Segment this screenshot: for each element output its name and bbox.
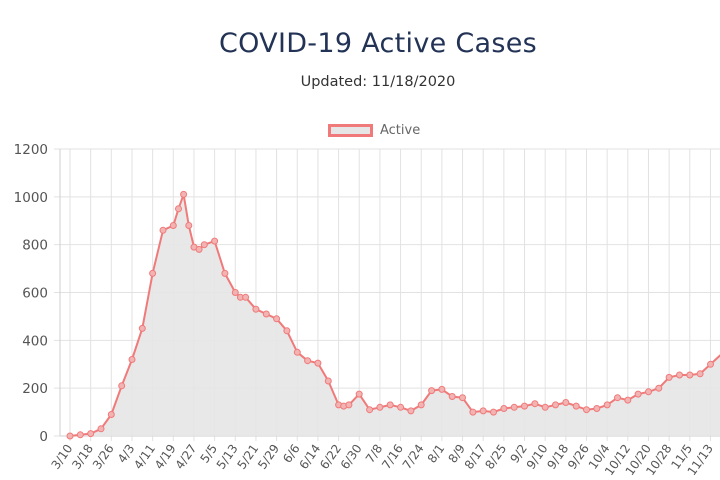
y-tick-label: 600	[22, 286, 48, 302]
data-point	[386, 401, 394, 409]
x-tick-label: 4/19	[152, 442, 179, 472]
x-tick-label: 4/27	[172, 442, 199, 472]
data-point	[438, 385, 446, 393]
data-point	[283, 327, 291, 335]
data-point	[180, 190, 188, 198]
x-tick-label: 4/11	[131, 442, 158, 472]
data-point	[459, 394, 466, 402]
data-point	[324, 377, 332, 385]
y-tick-label: 800	[22, 238, 48, 254]
x-tick-label: 9/26	[565, 442, 592, 472]
data-point	[97, 425, 105, 433]
y-tick-label: 200	[22, 381, 48, 397]
data-point	[665, 373, 673, 381]
data-point	[417, 401, 425, 409]
data-point	[686, 371, 694, 379]
data-point	[262, 310, 270, 318]
data-point	[149, 269, 157, 277]
data-point	[490, 408, 497, 416]
legend-label: Active	[380, 122, 421, 138]
x-tick-label: 9/18	[544, 442, 571, 472]
x-tick-label: 8/25	[482, 442, 509, 472]
data-point	[448, 393, 456, 400]
chart-subtitle: Updated: 11/18/2020	[300, 74, 456, 90]
data-point	[593, 405, 601, 412]
x-tick-label: 6/14	[296, 442, 323, 472]
x-tick-label: 5/13	[214, 442, 241, 472]
data-point	[185, 222, 193, 229]
x-tick-label: 7/16	[379, 442, 406, 472]
data-point	[314, 359, 322, 367]
data-point	[293, 348, 301, 356]
data-point	[138, 324, 146, 332]
data-point	[479, 407, 487, 415]
chart-title: COVID-19 Active Cases	[218, 28, 538, 59]
data-point	[169, 222, 177, 229]
data-point	[541, 403, 549, 411]
data-point	[562, 399, 570, 406]
y-tick-label: 1200	[14, 142, 48, 158]
x-tick-label: 3/10	[49, 442, 76, 472]
x-tick-label: 3/18	[69, 442, 96, 472]
data-point	[572, 402, 580, 410]
data-point	[175, 205, 182, 213]
data-point	[645, 388, 652, 396]
x-tick-label: 5/29	[255, 442, 282, 472]
data-point	[159, 226, 167, 234]
data-point	[273, 315, 281, 323]
data-point	[128, 356, 136, 363]
series-area	[70, 194, 720, 436]
data-point	[195, 245, 203, 253]
data-point	[583, 406, 590, 414]
x-tick-label: 8/17	[462, 442, 489, 472]
data-point	[531, 400, 539, 408]
x-tick-label: 7/24	[400, 442, 427, 472]
data-point	[521, 402, 528, 410]
data-point	[242, 293, 250, 301]
data-point	[614, 394, 621, 402]
data-point	[500, 405, 508, 412]
x-tick-label: 6/22	[317, 442, 344, 472]
data-point	[118, 382, 126, 390]
x-tick-label: 9/10	[524, 442, 551, 472]
data-point	[304, 357, 312, 365]
data-point	[345, 401, 353, 409]
data-point	[366, 406, 374, 414]
data-point	[552, 401, 559, 409]
legend[interactable]: Active	[328, 121, 420, 139]
data-point	[707, 360, 714, 368]
data-point	[696, 370, 704, 378]
data-point	[221, 269, 229, 277]
data-point	[676, 371, 683, 379]
data-point	[397, 403, 405, 411]
data-point	[603, 401, 611, 409]
data-point	[252, 305, 260, 313]
x-tick-label: 8/1	[425, 442, 448, 466]
data-point	[355, 390, 363, 398]
data-point	[200, 241, 208, 249]
data-point	[231, 289, 239, 296]
data-point	[469, 408, 477, 416]
x-tick-label: 3/26	[90, 442, 117, 472]
data-point	[407, 407, 415, 415]
data-point	[87, 430, 95, 438]
x-tick-label: 5/21	[234, 442, 261, 472]
y-tick-label: 0	[39, 429, 48, 445]
data-point	[624, 396, 632, 404]
y-tick-label: 1000	[14, 190, 48, 206]
data-point	[655, 384, 663, 392]
y-tick-label: 400	[22, 333, 48, 349]
data-point	[76, 431, 84, 439]
data-point	[107, 411, 115, 418]
x-tick-label: 6/30	[338, 442, 365, 472]
data-point	[211, 237, 219, 245]
legend-swatch	[328, 123, 373, 137]
data-point	[510, 403, 518, 411]
data-point	[376, 403, 384, 411]
data-point	[634, 390, 642, 398]
data-point	[428, 387, 436, 395]
data-point	[66, 432, 74, 440]
